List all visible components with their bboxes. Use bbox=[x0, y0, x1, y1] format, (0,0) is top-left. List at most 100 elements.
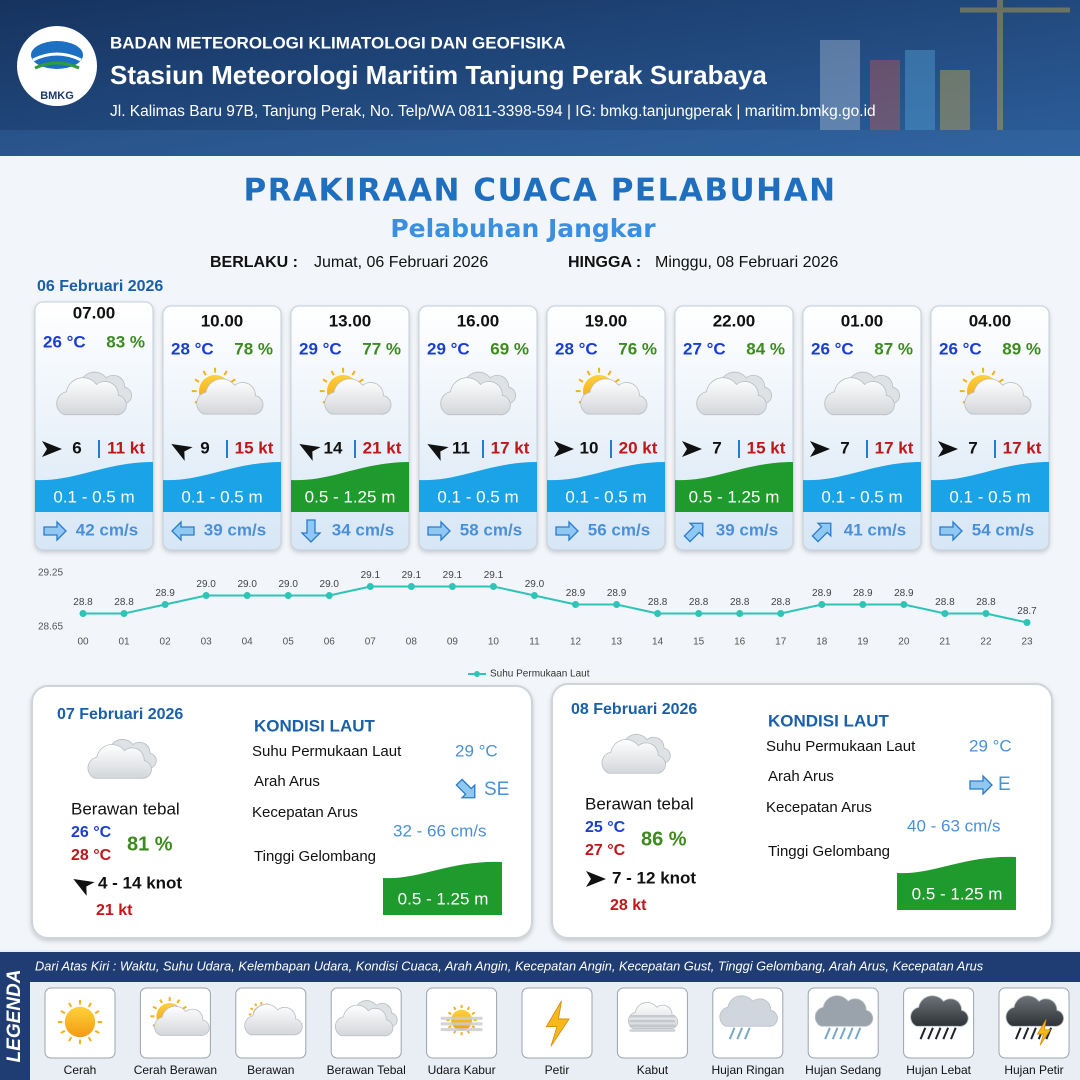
x-tick-label: 02 bbox=[160, 637, 172, 648]
current-direction bbox=[171, 520, 195, 542]
temperature: 29 °C bbox=[299, 339, 342, 358]
rain bbox=[728, 1027, 736, 1040]
wave-area bbox=[897, 856, 1016, 910]
cloud bbox=[335, 1004, 394, 1037]
panel-date: 08 Februari 2026 bbox=[571, 701, 697, 718]
valid-from-label: BERLAKU : bbox=[210, 254, 298, 271]
sun-ray bbox=[447, 1011, 452, 1015]
sun-ray bbox=[87, 1036, 92, 1042]
sun-ray bbox=[586, 370, 591, 376]
sun-ray bbox=[254, 1003, 258, 1007]
wave-area bbox=[291, 462, 409, 512]
wave-height: 0.5 - 1.25 m bbox=[689, 487, 780, 506]
wind-speed: 7 bbox=[968, 438, 977, 457]
data-point bbox=[366, 583, 374, 590]
wave-height: 0.5 - 1.25 m bbox=[398, 889, 489, 908]
x-tick-label: 19 bbox=[857, 637, 869, 648]
data-point bbox=[489, 583, 497, 590]
gust-speed: 15 kt bbox=[747, 438, 786, 457]
x-tick-label: 04 bbox=[242, 637, 254, 648]
cloud bbox=[87, 744, 152, 779]
cloud bbox=[324, 378, 392, 415]
rain bbox=[744, 1027, 751, 1040]
current-direction bbox=[43, 520, 67, 542]
humidity: 84 % bbox=[746, 339, 785, 358]
wave-label: Tinggi Gelombang bbox=[768, 843, 890, 860]
data-point bbox=[161, 601, 169, 608]
legend-label: Hujan Sedang bbox=[805, 1063, 881, 1077]
wave-height: 0.1 - 0.5 m bbox=[821, 487, 902, 506]
rain bbox=[854, 1027, 862, 1040]
temperature: 28 °C bbox=[555, 339, 598, 358]
data-label: 28.8 bbox=[73, 597, 93, 608]
wave-height: 0.5 - 1.25 m bbox=[305, 487, 396, 506]
sun-ray bbox=[607, 370, 612, 376]
x-tick-label: 20 bbox=[898, 637, 910, 648]
data-label: 29.0 bbox=[237, 579, 257, 590]
weather-icon bbox=[696, 371, 772, 416]
x-tick-label: 10 bbox=[488, 637, 500, 648]
data-point bbox=[900, 601, 908, 608]
weather-icon bbox=[814, 995, 874, 1040]
gust-speed: 20 kt bbox=[619, 438, 658, 457]
wind-direction bbox=[810, 441, 830, 457]
sun bbox=[451, 1009, 473, 1031]
cloud bbox=[601, 739, 666, 774]
x-tick-label: 01 bbox=[118, 637, 130, 648]
address: Jl. Kalimas Baru 97B, Tanjung Perak, No.… bbox=[110, 103, 876, 120]
wind-direction bbox=[938, 441, 958, 457]
sun-ray bbox=[447, 1025, 452, 1029]
legend-label: Udara Kabur bbox=[428, 1063, 496, 1077]
sst-label: Suhu Permukaan Laut bbox=[252, 743, 402, 760]
x-tick-label: 08 bbox=[406, 637, 418, 648]
wave-area bbox=[803, 462, 921, 512]
direction: SE bbox=[484, 779, 509, 800]
sun-ray bbox=[230, 378, 236, 383]
gust-speed: 17 kt bbox=[1003, 438, 1042, 457]
weather: Berawan tebal bbox=[585, 794, 694, 813]
data-point bbox=[859, 601, 867, 608]
data-point bbox=[202, 592, 210, 599]
sun-ray bbox=[68, 1036, 73, 1042]
current-speed: 39 cm/s bbox=[204, 520, 266, 539]
wave-area bbox=[35, 462, 153, 512]
sea-title: KONDISI LAUT bbox=[768, 711, 890, 730]
cloud bbox=[910, 995, 969, 1027]
sun-ray bbox=[223, 370, 228, 376]
data-point bbox=[982, 610, 990, 617]
cloud bbox=[814, 995, 874, 1027]
current-speed: 56 cm/s bbox=[588, 520, 650, 539]
weather-icon bbox=[87, 738, 157, 779]
data-point bbox=[120, 610, 128, 617]
x-tick-label: 18 bbox=[816, 637, 828, 648]
sun-ray bbox=[358, 378, 364, 383]
x-tick-label: 06 bbox=[324, 637, 336, 648]
cloud bbox=[580, 378, 648, 415]
y-tick-label: 28.65 bbox=[38, 622, 63, 633]
rain bbox=[1030, 1027, 1037, 1040]
rain bbox=[736, 1027, 744, 1040]
sun-ray bbox=[330, 370, 335, 376]
data-label: 28.8 bbox=[771, 597, 791, 608]
weather-icon bbox=[440, 1004, 483, 1036]
data-label: 28.9 bbox=[812, 588, 832, 599]
x-tick-label: 21 bbox=[939, 637, 951, 648]
legend-label: Cerah Berawan bbox=[134, 1063, 217, 1077]
gust-speed: 21 kt bbox=[363, 438, 402, 457]
weather-icon bbox=[150, 997, 210, 1036]
sun-ray bbox=[87, 1002, 92, 1008]
sun-ray bbox=[471, 1025, 476, 1029]
wind-speed: 9 bbox=[200, 438, 209, 457]
humidity: 77 % bbox=[362, 339, 401, 358]
valid-from: Jumat, 06 Februari 2026 bbox=[314, 254, 488, 271]
weather-icon bbox=[545, 1000, 570, 1047]
sun-ray bbox=[68, 1002, 73, 1008]
weather-icon bbox=[910, 995, 969, 1040]
time: 10.00 bbox=[201, 311, 244, 330]
rain bbox=[847, 1027, 854, 1040]
legend-label: Berawan bbox=[247, 1063, 294, 1077]
data-label: 28.8 bbox=[689, 597, 709, 608]
sea-title: KONDISI LAUT bbox=[254, 716, 376, 735]
data-label: 29.0 bbox=[196, 579, 216, 590]
humidity: 89 % bbox=[1002, 339, 1041, 358]
